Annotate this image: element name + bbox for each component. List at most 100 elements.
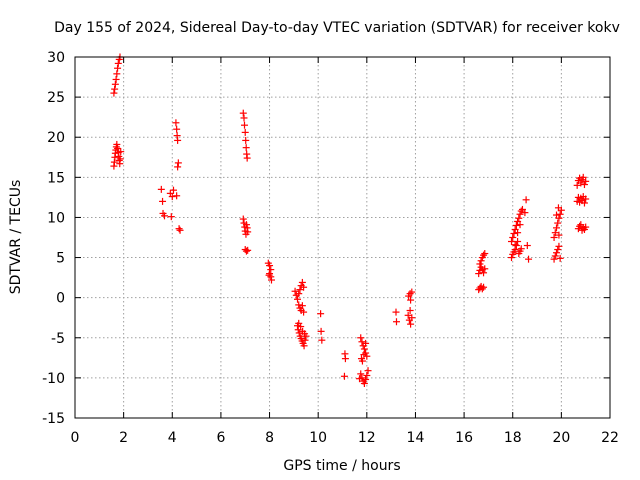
- data-point: [300, 308, 308, 316]
- data-point: [295, 301, 303, 309]
- data-point: [340, 372, 348, 380]
- data-point: [114, 144, 122, 152]
- data-point: [301, 330, 309, 338]
- data-point: [523, 242, 531, 250]
- data-point: [362, 349, 370, 357]
- data-point: [300, 342, 308, 350]
- data-point: [554, 204, 562, 212]
- data-point: [318, 336, 326, 344]
- plot-frame: [74, 56, 611, 419]
- y-tick-label: -10: [42, 371, 65, 387]
- data-point: [577, 179, 585, 187]
- x-axis-label: GPS time / hours: [283, 458, 400, 474]
- data-point: [408, 314, 416, 322]
- data-point: [553, 249, 560, 257]
- data-point: [511, 241, 519, 249]
- y-tick-label: 20: [47, 130, 65, 146]
- data-point: [554, 246, 562, 254]
- x-tick-label: 2: [119, 430, 128, 446]
- data-point: [110, 89, 118, 97]
- data-point: [266, 262, 274, 270]
- data-point: [301, 336, 309, 344]
- data-point: [480, 269, 488, 277]
- data-point: [111, 85, 119, 93]
- data-point: [243, 154, 251, 162]
- data-point: [481, 265, 489, 273]
- data-point: [294, 295, 302, 303]
- y-tick-label: 0: [56, 291, 65, 307]
- data-point: [508, 254, 516, 262]
- data-point: [267, 266, 275, 274]
- data-point: [159, 197, 167, 205]
- data-point: [476, 260, 484, 268]
- data-point: [406, 307, 414, 315]
- data-point: [267, 276, 275, 284]
- data-point: [551, 229, 559, 237]
- data-point: [553, 224, 560, 232]
- data-point: [509, 234, 517, 241]
- y-tick-label: -5: [51, 331, 65, 347]
- data-point: [554, 219, 562, 227]
- data-point: [357, 370, 365, 378]
- data-point: [240, 114, 248, 122]
- data-point: [582, 177, 590, 185]
- data-point: [358, 338, 366, 346]
- data-point: [480, 251, 488, 259]
- data-point: [512, 242, 520, 250]
- data-point: [117, 148, 125, 156]
- x-tick-label: 6: [216, 430, 225, 446]
- data-point: [521, 209, 529, 217]
- data-point: [114, 59, 122, 67]
- data-point: [167, 213, 175, 221]
- data-point: [480, 283, 488, 291]
- data-point: [116, 155, 124, 163]
- data-point: [357, 334, 365, 342]
- x-tick-label: 16: [455, 430, 473, 446]
- data-point: [362, 375, 370, 383]
- data-point: [298, 302, 306, 310]
- data-point: [242, 247, 250, 255]
- data-point: [508, 238, 516, 246]
- data-point: [341, 355, 349, 363]
- x-tick-label: 4: [168, 430, 177, 446]
- data-point: [244, 228, 252, 236]
- x-tick-label: 20: [552, 430, 570, 446]
- data-point: [406, 290, 414, 298]
- data-point: [579, 173, 587, 181]
- data-point: [364, 367, 372, 375]
- y-tick-label: 30: [47, 50, 65, 66]
- data-point: [169, 186, 177, 194]
- grid-lines: [75, 57, 610, 418]
- data-point: [291, 287, 299, 295]
- data-point: [515, 214, 523, 222]
- x-tick-label: 10: [309, 430, 327, 446]
- data-point: [113, 70, 121, 78]
- data-point: [576, 222, 584, 230]
- x-tick-label: 22: [601, 430, 619, 446]
- data-point: [580, 199, 588, 207]
- data-point: [553, 211, 560, 219]
- data-point: [242, 221, 250, 229]
- data-point: [481, 250, 489, 258]
- data-point: [556, 254, 564, 262]
- data-point: [168, 193, 176, 201]
- data-point: [478, 285, 486, 293]
- data-point: [358, 357, 366, 365]
- data-point: [475, 270, 483, 278]
- data-point: [317, 327, 325, 335]
- data-point: [582, 223, 590, 231]
- data-point: [555, 242, 563, 250]
- data-point: [112, 75, 120, 83]
- data-point: [295, 329, 303, 337]
- data-point: [517, 245, 525, 253]
- data-point: [241, 128, 249, 136]
- data-point: [555, 231, 563, 239]
- data-point: [392, 318, 400, 326]
- x-tick-label: 12: [358, 430, 376, 446]
- data-point: [242, 144, 250, 152]
- data-point: [295, 290, 303, 298]
- data-point: [522, 196, 530, 204]
- y-tick-label: -15: [42, 411, 65, 427]
- data-point: [550, 234, 558, 241]
